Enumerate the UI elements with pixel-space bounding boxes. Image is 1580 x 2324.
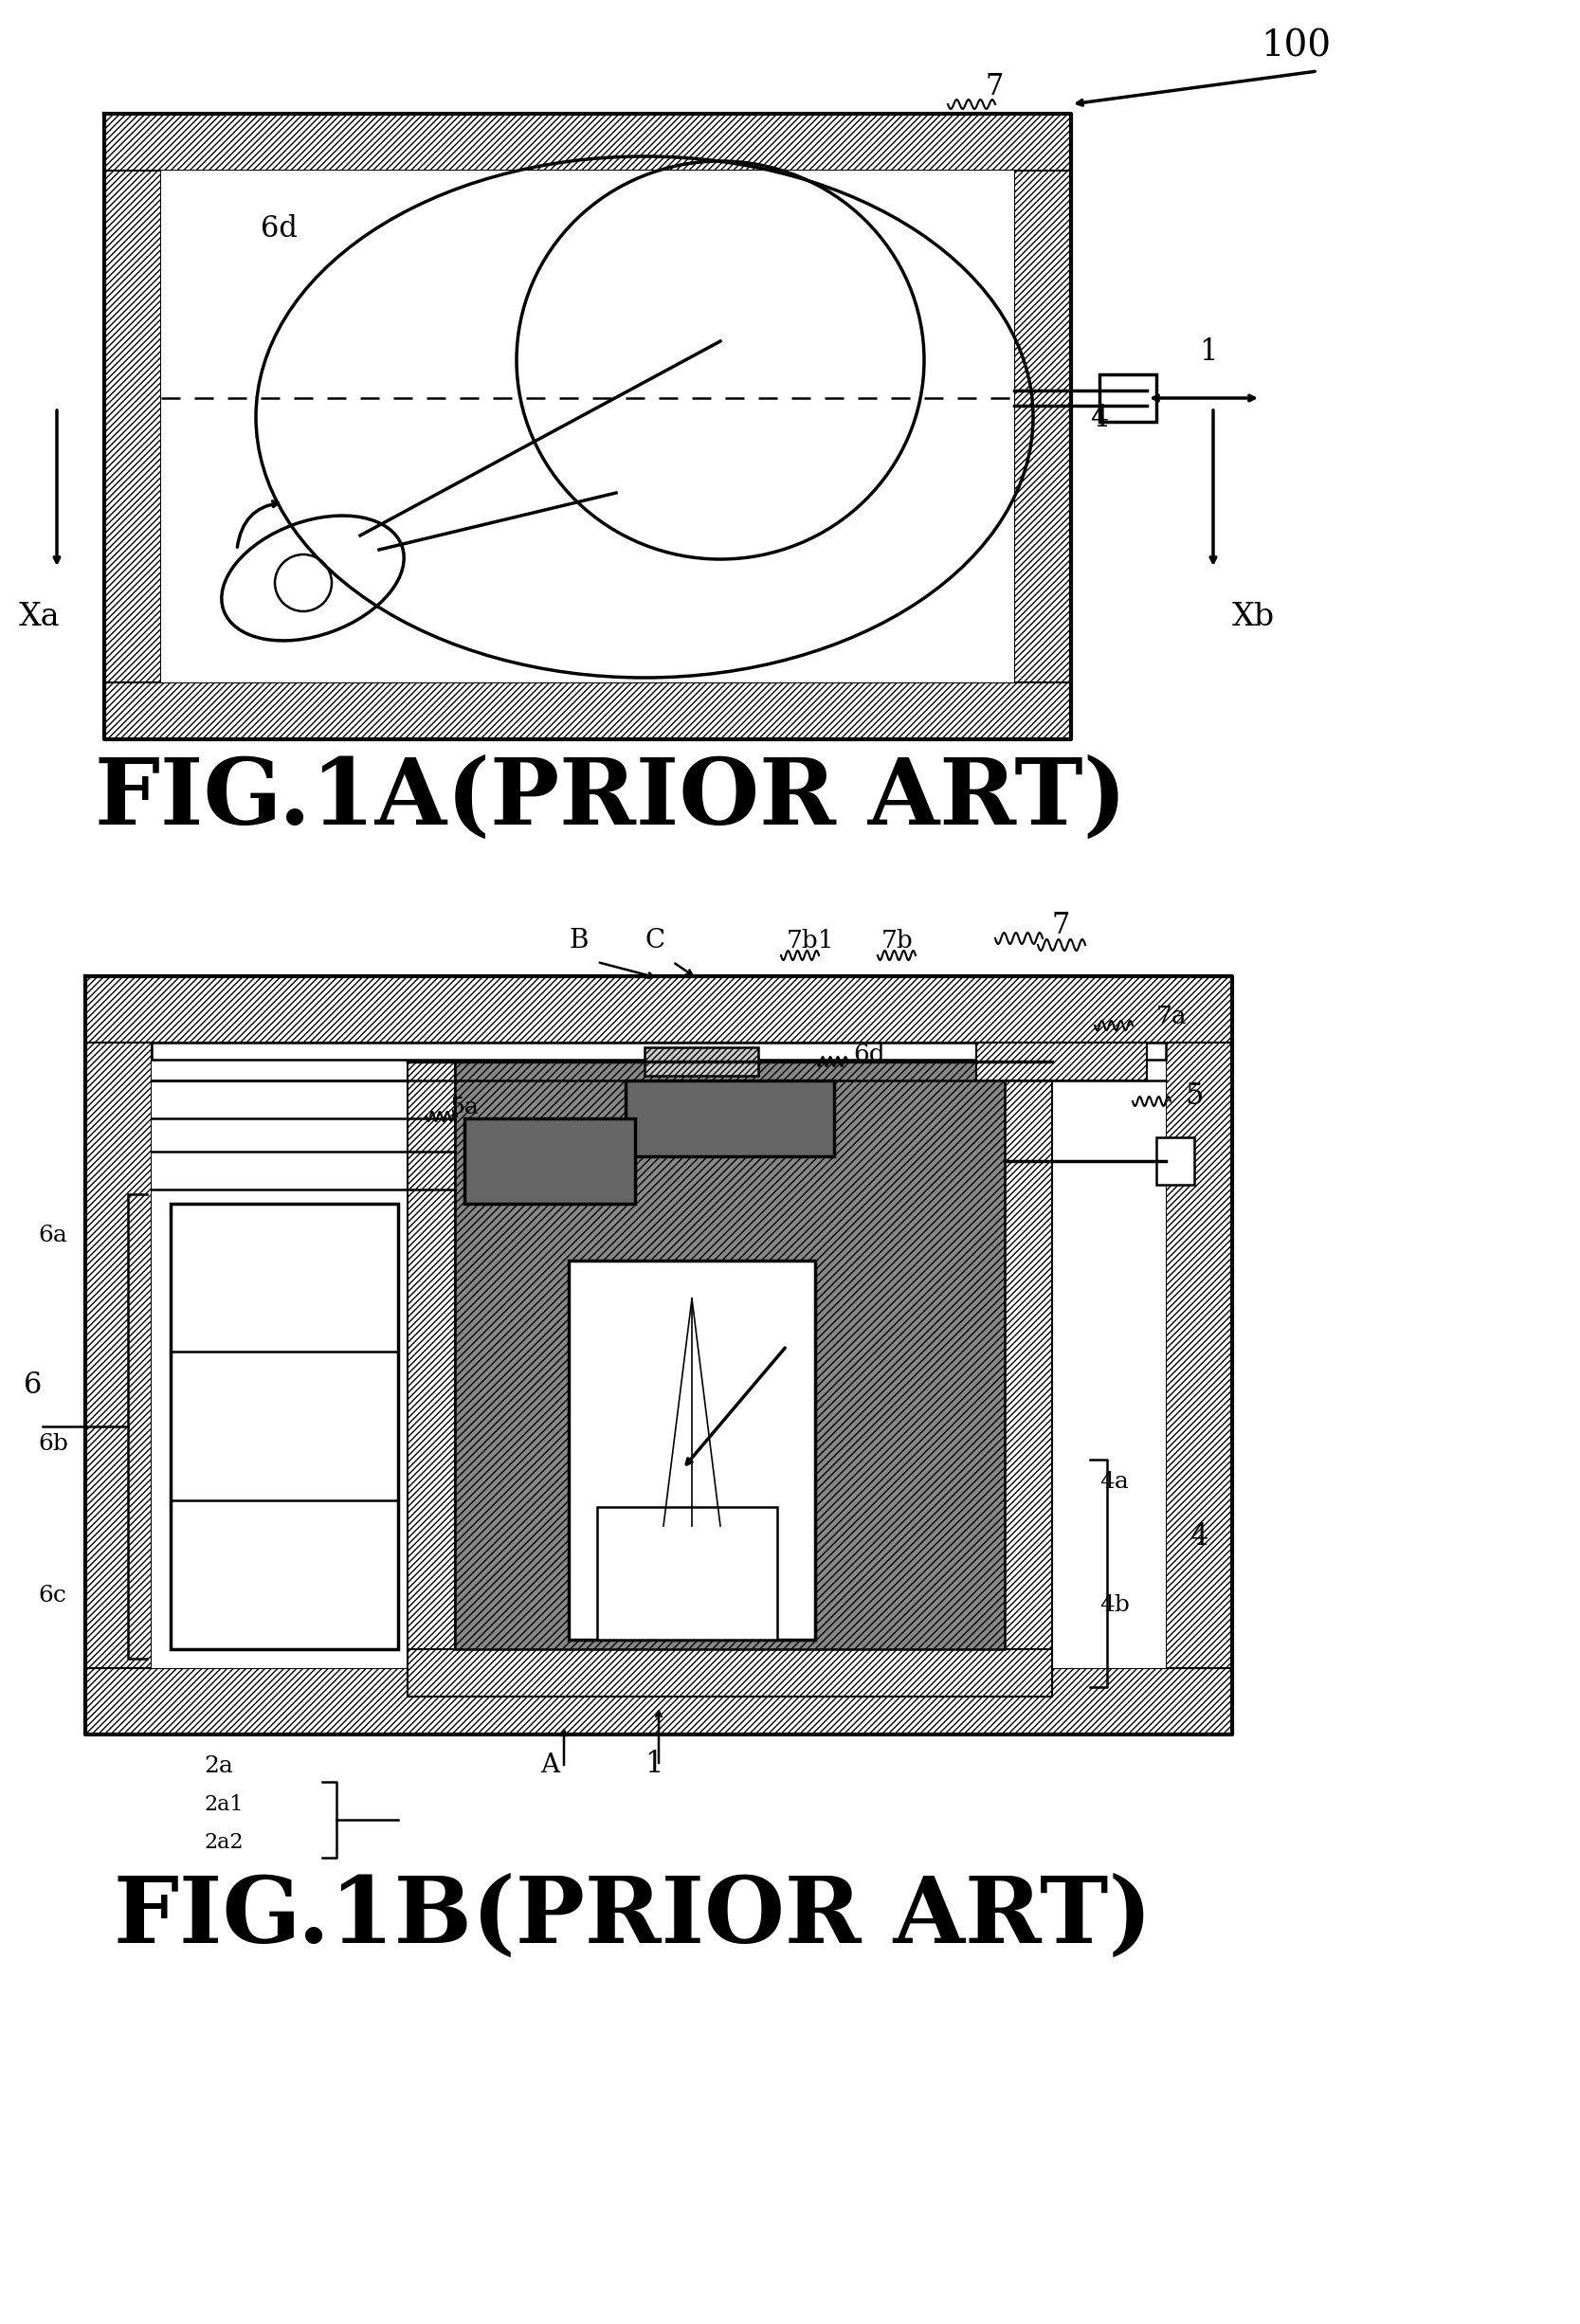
Bar bbox=[85, 1669, 1232, 1734]
Bar bbox=[408, 1650, 1052, 1697]
Text: 7b: 7b bbox=[882, 930, 913, 953]
Text: FIG.1A(PRIOR ART): FIG.1A(PRIOR ART) bbox=[95, 755, 1127, 844]
Bar bbox=[1014, 170, 1071, 683]
Text: 2a: 2a bbox=[204, 1755, 232, 1778]
Bar bbox=[976, 1043, 1147, 1081]
Text: C: C bbox=[645, 927, 665, 953]
Text: 2a1: 2a1 bbox=[204, 1794, 243, 1815]
Bar bbox=[1166, 1043, 1232, 1669]
Text: 1: 1 bbox=[1199, 337, 1218, 367]
Text: 6b: 6b bbox=[38, 1434, 68, 1455]
Bar bbox=[455, 1062, 1005, 1650]
Bar bbox=[465, 1118, 635, 1204]
Bar bbox=[85, 1043, 152, 1669]
Bar bbox=[1005, 1062, 1052, 1697]
Text: Xa: Xa bbox=[19, 602, 60, 632]
Text: 6d: 6d bbox=[261, 214, 297, 244]
Text: B: B bbox=[569, 927, 588, 953]
Bar bbox=[408, 1062, 455, 1697]
Text: 4: 4 bbox=[1090, 404, 1108, 432]
Bar bbox=[1100, 374, 1157, 421]
Bar bbox=[104, 170, 161, 683]
Text: 5a: 5a bbox=[450, 1097, 479, 1118]
Bar bbox=[171, 1204, 398, 1650]
Bar bbox=[104, 114, 1071, 170]
Text: 4: 4 bbox=[1190, 1522, 1207, 1552]
Bar bbox=[104, 683, 1071, 739]
Text: FIG.1B(PRIOR ART): FIG.1B(PRIOR ART) bbox=[114, 1873, 1152, 1961]
Text: 5: 5 bbox=[1185, 1081, 1204, 1111]
Text: 100: 100 bbox=[1261, 30, 1330, 65]
Text: A: A bbox=[540, 1752, 559, 1778]
Bar bbox=[626, 1081, 834, 1157]
Bar bbox=[597, 1506, 777, 1641]
Bar bbox=[1157, 1136, 1194, 1185]
Text: 4a: 4a bbox=[1100, 1471, 1128, 1492]
Text: 1: 1 bbox=[645, 1750, 664, 1778]
Text: 2a2: 2a2 bbox=[204, 1831, 243, 1852]
Text: 7: 7 bbox=[986, 72, 1003, 102]
Bar bbox=[645, 1048, 758, 1076]
Bar bbox=[85, 976, 1232, 1043]
Text: 6d: 6d bbox=[853, 1043, 885, 1067]
Text: 7b1: 7b1 bbox=[787, 930, 834, 953]
Bar bbox=[152, 1043, 1166, 1669]
Text: 4b: 4b bbox=[1100, 1594, 1130, 1615]
Text: 6c: 6c bbox=[38, 1585, 66, 1606]
Text: 7a: 7a bbox=[1157, 1004, 1187, 1027]
Bar bbox=[152, 1043, 1166, 1060]
Text: Xb: Xb bbox=[1232, 602, 1275, 632]
Text: 7: 7 bbox=[1052, 911, 1070, 941]
Bar bbox=[161, 170, 1014, 683]
Text: 6: 6 bbox=[24, 1371, 43, 1399]
Text: 6a: 6a bbox=[38, 1225, 68, 1246]
Bar bbox=[569, 1260, 815, 1641]
